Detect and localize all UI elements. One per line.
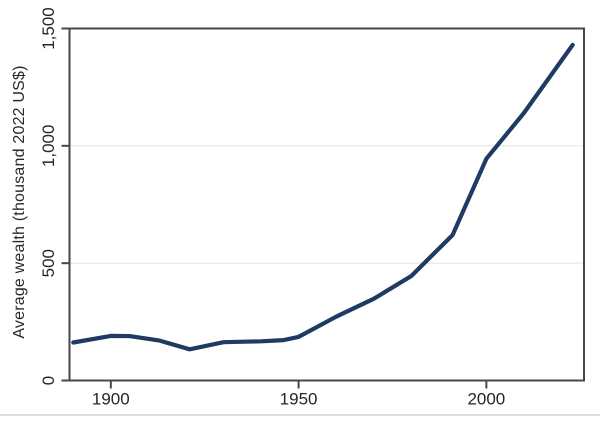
plot-frame [68,27,585,382]
y-tick-label: 0 [39,376,58,385]
x-tick-label: 1950 [280,390,318,409]
average-wealth-line [71,42,575,352]
y-tick-label: 1,500 [39,7,58,50]
bottom-divider [0,414,600,416]
x-tick-label: 2000 [467,390,505,409]
y-tick-label: 500 [39,249,58,277]
x-tick-label: 1900 [92,390,130,409]
y-tick-label: 1,000 [39,125,58,168]
